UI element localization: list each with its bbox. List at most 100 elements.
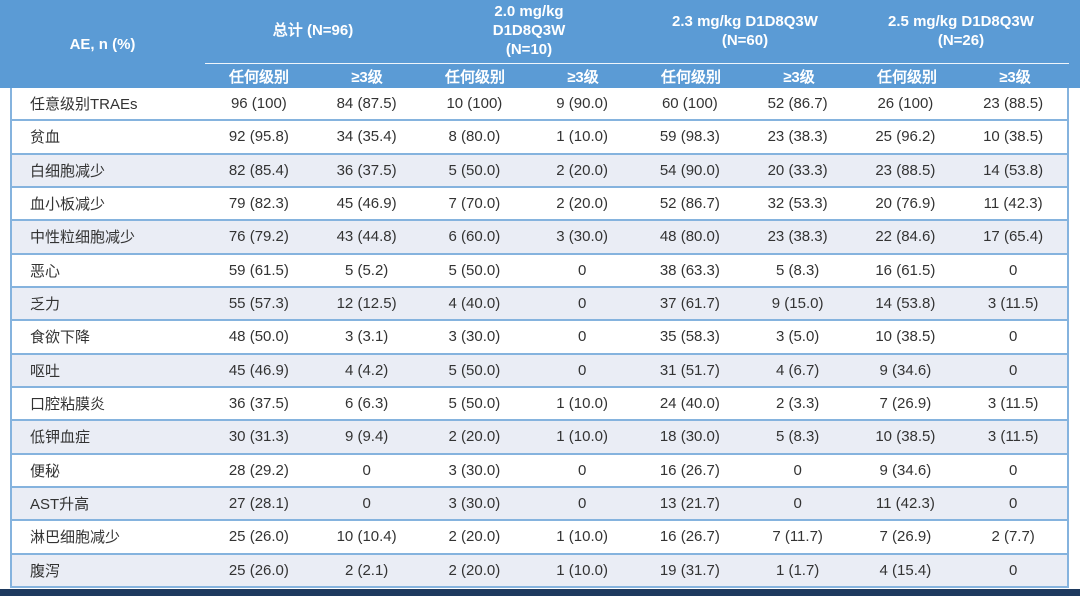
table-row: 口腔粘膜炎 36 (37.5) 6 (6.3) 5 (50.0) 1 (10.0) 24 …	[12, 387, 1067, 422]
value-cell: 0	[1008, 261, 1018, 279]
value-cell: 27 (28.1)	[228, 495, 289, 513]
value-cell: 5 (50.0)	[448, 261, 501, 279]
value-cell: 23 (38.3)	[767, 228, 828, 246]
table-row: 白细胞减少 82 (85.4) 36 (37.5) 5 (50.0) 2 (20.0) 5…	[12, 154, 1067, 188]
value-cell: 3 (30.0)	[448, 328, 501, 346]
value-cell: 9 (9.4)	[344, 428, 389, 446]
ae-row-label: 食欲下降	[30, 329, 91, 347]
subheader-row: 任何级别 ≥3级 任何级别 ≥3级 任何级别 ≥3级 任何级别 ≥3级	[205, 63, 1069, 88]
value-cell: 10 (10.4)	[336, 528, 397, 546]
table-row: 血小板减少 79 (82.3) 45 (46.9) 7 (70.0) 2 (20.0) 5…	[12, 187, 1067, 222]
value-cell: 20 (76.9)	[875, 195, 936, 213]
value-cell: 16 (26.7)	[659, 528, 720, 546]
value-cell: 28 (29.2)	[228, 461, 289, 479]
value-cell: 19 (31.7)	[659, 561, 720, 579]
value-cell: 9 (34.6)	[879, 361, 932, 379]
value-cell: 2 (7.7)	[991, 528, 1035, 546]
value-cell: 3 (30.0)	[448, 495, 501, 513]
value-cell: 0	[1008, 495, 1018, 513]
value-cell: 5 (50.0)	[448, 161, 501, 179]
value-cell: 0	[362, 461, 371, 479]
ae-row-label: AST升高	[30, 496, 90, 514]
value-cell: 0	[577, 361, 587, 379]
ae-row-label: 中性粒细胞减少	[30, 229, 136, 247]
table-row: 低钾血症 30 (31.3) 9 (9.4) 2 (20.0) 1 (10.0) 18 (…	[12, 421, 1067, 455]
value-cell: 12 (12.5)	[336, 295, 397, 313]
value-cell: 37 (61.7)	[659, 295, 720, 313]
value-cell: 0	[362, 495, 371, 513]
subheader-any-grade: 任何级别	[876, 69, 937, 86]
value-cell: 25 (26.0)	[228, 561, 289, 579]
group-header-row: 总计 (N=96) 2.0 mg/kg D1D8Q3W (N=10) 2.3 m…	[205, 0, 1069, 63]
table-row: 呕吐 45 (46.9) 4 (4.2) 5 (50.0) 0 31 (51.7) 4 (6…	[12, 354, 1067, 388]
value-cell: 45 (46.9)	[336, 195, 397, 213]
value-cell: 9 (34.6)	[879, 461, 932, 479]
value-cell: 6 (6.3)	[344, 395, 389, 413]
value-cell: 1 (10.0)	[556, 561, 608, 579]
table-header: AE, n (%) 总计 (N=96) 2.0 mg/kg D1D8Q3W (N…	[0, 0, 1080, 88]
group-header-2-3mgkg: 2.3 mg/kg D1D8Q3W (N=60)	[672, 12, 818, 49]
subheader-grade3: ≥3级	[351, 69, 383, 86]
value-cell: 3 (3.1)	[344, 328, 389, 346]
value-cell: 35 (58.3)	[659, 328, 720, 346]
table-row: AST升高 27 (28.1) 0 3 (30.0) 0 13 (21.7) 0 11 (42…	[12, 487, 1067, 522]
value-cell: 5 (50.0)	[448, 395, 501, 413]
value-cell: 14 (53.8)	[983, 161, 1044, 179]
value-cell: 10 (38.5)	[983, 128, 1044, 146]
ae-row-label: 白细胞减少	[30, 162, 106, 180]
value-cell: 7 (26.9)	[879, 528, 932, 546]
value-cell: 26 (100)	[877, 95, 934, 113]
value-cell: 13 (21.7)	[659, 495, 720, 513]
value-cell: 92 (95.8)	[228, 128, 289, 146]
table-row: 恶心 59 (61.5) 5 (5.2) 5 (50.0) 0 38 (63.3) 5 (8…	[12, 254, 1067, 288]
subheader-any-grade: 任何级别	[228, 69, 289, 86]
value-cell: 23 (88.5)	[983, 95, 1044, 113]
value-cell: 31 (51.7)	[659, 361, 720, 379]
value-cell: 96 (100)	[230, 95, 287, 113]
value-cell: 5 (50.0)	[448, 361, 501, 379]
table-row: 淋巴细胞减少 25 (26.0) 10 (10.4) 2 (20.0) 1 (10.0)…	[12, 521, 1067, 555]
ae-row-label: 腹泻	[30, 562, 61, 580]
value-cell: 54 (90.0)	[659, 161, 720, 179]
value-cell: 7 (11.7)	[772, 528, 823, 546]
value-cell: 0	[577, 328, 587, 346]
value-cell: 10 (38.5)	[875, 428, 936, 446]
value-cell: 16 (26.7)	[659, 461, 720, 479]
value-cell: 3 (11.5)	[987, 428, 1039, 446]
value-cell: 36 (37.5)	[336, 161, 397, 179]
value-cell: 0	[577, 295, 587, 313]
value-cell: 22 (84.6)	[875, 228, 936, 246]
value-cell: 6 (60.0)	[448, 228, 501, 246]
ae-row-label: 低钾血症	[30, 429, 91, 447]
ae-row-label: 任意级别TRAEs	[30, 96, 138, 114]
value-cell: 52 (86.7)	[659, 195, 720, 213]
value-cell: 1 (1.7)	[775, 561, 820, 579]
value-cell: 60 (100)	[661, 95, 718, 113]
value-cell: 3 (11.5)	[987, 395, 1039, 413]
value-cell: 0	[1008, 328, 1018, 346]
value-cell: 0	[1008, 461, 1018, 479]
value-cell: 82 (85.4)	[228, 161, 289, 179]
value-cell: 0	[577, 261, 587, 279]
value-cell: 14 (53.8)	[875, 295, 936, 313]
value-cell: 59 (98.3)	[659, 128, 720, 146]
value-cell: 4 (15.4)	[879, 561, 932, 579]
value-cell: 48 (80.0)	[659, 228, 720, 246]
ae-row-label: 乏力	[30, 296, 61, 314]
ae-row-label: 贫血	[30, 129, 61, 147]
value-cell: 43 (44.8)	[336, 228, 397, 246]
value-cell: 2 (20.0)	[448, 428, 501, 446]
subheader-grade3: ≥3级	[783, 69, 815, 86]
value-cell: 20 (33.3)	[767, 161, 828, 179]
value-cell: 3 (30.0)	[448, 461, 501, 479]
value-cell: 11 (42.3)	[875, 495, 935, 513]
value-cell: 16 (61.5)	[875, 261, 936, 279]
value-cell: 11 (42.3)	[983, 195, 1043, 213]
value-cell: 59 (61.5)	[228, 261, 289, 279]
table-row: 腹泻 25 (26.0) 2 (2.1) 2 (20.0) 1 (10.0) 19 (31…	[12, 554, 1067, 588]
value-cell: 1 (10.0)	[556, 428, 608, 446]
value-cell: 0	[793, 461, 802, 479]
value-cell: 3 (5.0)	[775, 328, 820, 346]
value-cell: 8 (80.0)	[448, 128, 501, 146]
